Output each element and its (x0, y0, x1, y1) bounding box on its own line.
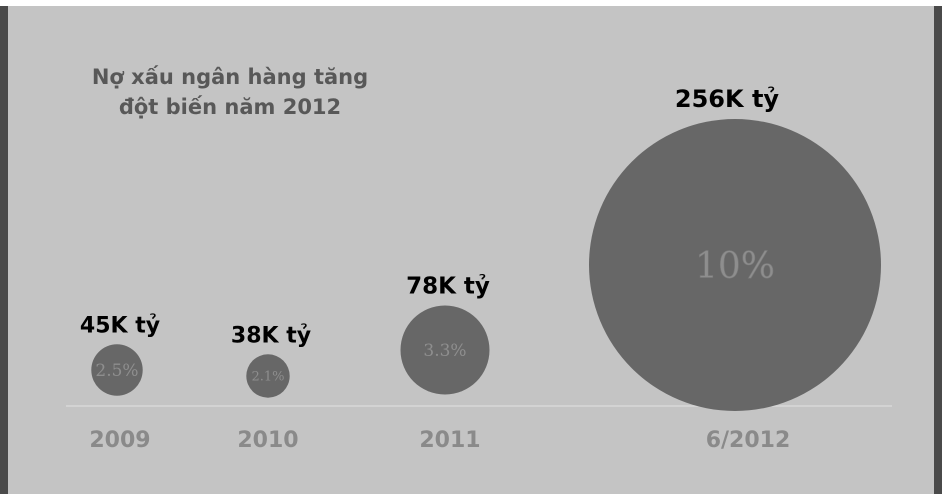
bubble-2010 (246, 354, 290, 398)
bubble-value-label: 256K tỷ (675, 85, 780, 113)
category-label: 2009 (89, 428, 150, 453)
chart-marks: 2.5% 45K tỷ 2009 2.1% 38K tỷ 2010 3.3% 78K tỷ 20… (80, 85, 881, 453)
bubble-ratio-label: 2.5% (95, 361, 138, 381)
category-label: 2010 (237, 428, 298, 453)
chart-title: Nợ xấu ngân hàng tăng đột biến năm 2012 (80, 62, 380, 122)
bubble-2011 (400, 305, 490, 395)
category-label: 2011 (419, 428, 480, 453)
bubble-ratio-label: 2.1% (251, 370, 284, 385)
bubble-value-label: 78K tỷ (406, 274, 490, 300)
bubble-value-label: 45K tỷ (80, 313, 160, 338)
bubble-6-2012 (589, 119, 881, 411)
bubble-2009 (91, 344, 143, 396)
frame-edge-right (934, 6, 942, 494)
chart-title-line-1: Nợ xấu ngân hàng tăng (91, 65, 369, 89)
category-label: 6/2012 (706, 428, 791, 453)
bubble-value-label: 38K tỷ (231, 323, 311, 348)
bubble-ratio-label: 3.3% (423, 341, 466, 361)
chart-title-line-2: đột biến năm 2012 (118, 95, 342, 119)
bubble-ratio-label: 10% (695, 246, 775, 287)
frame-edge-left (0, 6, 8, 494)
